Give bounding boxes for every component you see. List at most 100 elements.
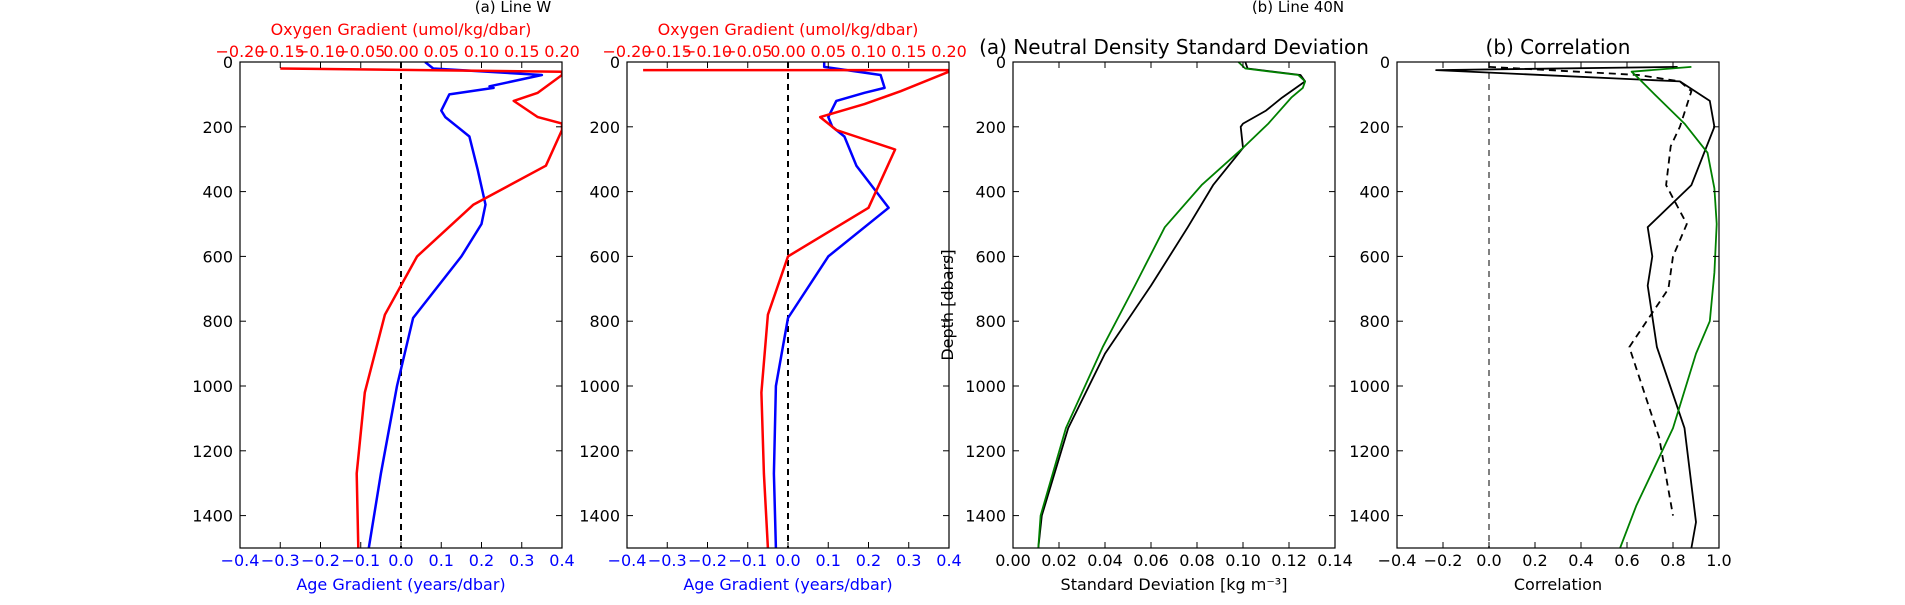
y-tick-label: 0 — [610, 53, 620, 72]
top-x-tick-label: −0.05 — [723, 42, 772, 61]
x-tick-label: 0.2 — [856, 551, 881, 570]
panel-2: −0.4 −0.3 −0.2 −0.1 0.0 0.1 0.2 0.3 0.4−0.20−0.1… — [579, 20, 967, 594]
x-tick-label: −0.3 — [648, 551, 687, 570]
series-line-2 — [1488, 66, 1693, 516]
y-tick-label: 0 — [996, 53, 1006, 72]
x-axis-label: Correlation — [1514, 575, 1602, 594]
y-tick-label: 0 — [223, 53, 233, 72]
top-x-tick-label: −0.15 — [643, 42, 692, 61]
top-x-tick-label: 0.20 — [931, 42, 967, 61]
y-tick-label: 1000 — [1349, 377, 1390, 396]
panel-1: −0.4 −0.3 −0.2 −0.1 0.0 0.1 0.2 0.3 0.4 −0.20 −0.1… — [192, 20, 580, 594]
x-tick-label: 0.2 — [469, 551, 494, 570]
axes-frame — [1396, 61, 1720, 549]
x-tick-label: −0.2 — [688, 551, 727, 570]
x-tick-label: 0.1 — [429, 551, 454, 570]
series-line-2 — [1037, 62, 1306, 548]
x-tick-label: 0.4 — [936, 551, 961, 570]
x-tick-label: 0.06 — [1133, 551, 1169, 570]
x-tick-label: −0.2 — [301, 551, 340, 570]
y-tick-label: 200 — [1359, 118, 1390, 137]
y-tick-label: 1000 — [579, 377, 620, 396]
y-tick-label: 1400 — [1349, 507, 1390, 526]
x-tick-label: −0.4 — [1378, 551, 1417, 570]
top-x-tick-label: −0.10 — [296, 42, 345, 61]
x-tick-label: 0.3 — [509, 551, 534, 570]
x-tick-label: 0.8 — [1660, 551, 1685, 570]
x-tick-label: 0.3 — [896, 551, 921, 570]
x-tick-label: −0.2 — [1424, 551, 1463, 570]
y-tick-label: 400 — [975, 183, 1006, 202]
x-tick-label: 0.08 — [1179, 551, 1215, 570]
chart-title: (a) Neutral Density Standard Deviation — [979, 35, 1369, 59]
x-tick-label: −0.1 — [341, 551, 380, 570]
x-tick-label: 0.0 — [388, 551, 413, 570]
top-x-tick-label: 0.20 — [544, 42, 580, 61]
series-line-3 — [1619, 66, 1718, 548]
y-tick-label: 200 — [589, 118, 620, 137]
top-x-tick-label: −0.20 — [602, 42, 651, 61]
x-tick-label: 0.12 — [1271, 551, 1307, 570]
top-x-tick-label: 0.00 — [770, 42, 806, 61]
y-tick-label: 800 — [1359, 312, 1390, 331]
x-tick-label: −0.3 — [261, 551, 300, 570]
top-x-tick-label: −0.10 — [683, 42, 732, 61]
top-x-tick-label: 0.10 — [464, 42, 500, 61]
x-tick-label: 0.0 — [775, 551, 800, 570]
series-line-1 — [367, 62, 544, 548]
x-tick-label: 0.1 — [816, 551, 841, 570]
top-x-tick-label: 0.05 — [810, 42, 846, 61]
y-tick-label: 1200 — [1349, 442, 1390, 461]
chart-title: (b) Correlation — [1486, 35, 1631, 59]
y-tick-label: 1000 — [965, 377, 1006, 396]
x-tick-label: 0.00 — [995, 551, 1031, 570]
series-line-1 — [772, 62, 890, 548]
x-tick-label: −0.4 — [221, 551, 260, 570]
y-tick-label: 1400 — [579, 507, 620, 526]
top-x-tick-label: 0.05 — [423, 42, 459, 61]
x-tick-label: 0.6 — [1614, 551, 1639, 570]
y-tick-label: 400 — [1359, 183, 1390, 202]
y-tick-label: 1200 — [579, 442, 620, 461]
y-tick-label: 1400 — [965, 507, 1006, 526]
series-line-2 — [280, 67, 562, 548]
y-tick-label: 1400 — [192, 507, 233, 526]
y-tick-label: 1200 — [192, 442, 233, 461]
x-tick-label: 1.0 — [1706, 551, 1731, 570]
y-axis-label: Depth [dbars] — [938, 249, 957, 360]
x-tick-label: 0.02 — [1041, 551, 1077, 570]
x-tick-label: 0.10 — [1225, 551, 1261, 570]
y-tick-label: 600 — [1359, 247, 1390, 266]
top-x-tick-label: 0.15 — [891, 42, 927, 61]
y-tick-label: 800 — [589, 312, 620, 331]
x-tick-label: 0.04 — [1087, 551, 1123, 570]
x-tick-label: −0.4 — [608, 551, 647, 570]
top-x-axis-label: Oxygen Gradient (umol/kg/dbar) — [658, 20, 919, 39]
series-line-1 — [1037, 62, 1306, 548]
x-axis-label: Standard Deviation [kg m⁻³] — [1061, 575, 1288, 594]
series-line-2 — [643, 68, 949, 548]
top-x-tick-label: −0.05 — [336, 42, 385, 61]
axes-frame — [1012, 61, 1336, 549]
top-x-tick-label: 0.15 — [504, 42, 540, 61]
panel-3: 0.00 0.02 0.04 0.06 0.08 0.10 0.12 0.14 0 200 400 6… — [938, 35, 1369, 594]
x-axis-label: Age Gradient (years/dbar) — [296, 575, 505, 594]
y-tick-label: 200 — [975, 118, 1006, 137]
series-line-1 — [1435, 66, 1716, 548]
y-tick-label: 1000 — [192, 377, 233, 396]
y-tick-label: 400 — [202, 183, 233, 202]
y-tick-label: 1200 — [965, 442, 1006, 461]
y-tick-label: 600 — [202, 247, 233, 266]
x-tick-label: 0.2 — [1522, 551, 1547, 570]
x-tick-label: 0.4 — [549, 551, 574, 570]
y-tick-label: 600 — [975, 247, 1006, 266]
top-x-tick-label: −0.20 — [215, 42, 264, 61]
x-tick-label: −0.1 — [728, 551, 767, 570]
suptitle-line-w: (a) Line W — [475, 0, 552, 16]
y-tick-label: 0 — [1380, 53, 1390, 72]
y-tick-label: 200 — [202, 118, 233, 137]
top-x-axis-label: Oxygen Gradient (umol/kg/dbar) — [271, 20, 532, 39]
y-tick-label: 800 — [202, 312, 233, 331]
panel-4: −0.4 −0.2 0.0 0.2 0.4 0.6 0.8 1.0 0 200 400 600 800 1… — [1349, 35, 1731, 594]
